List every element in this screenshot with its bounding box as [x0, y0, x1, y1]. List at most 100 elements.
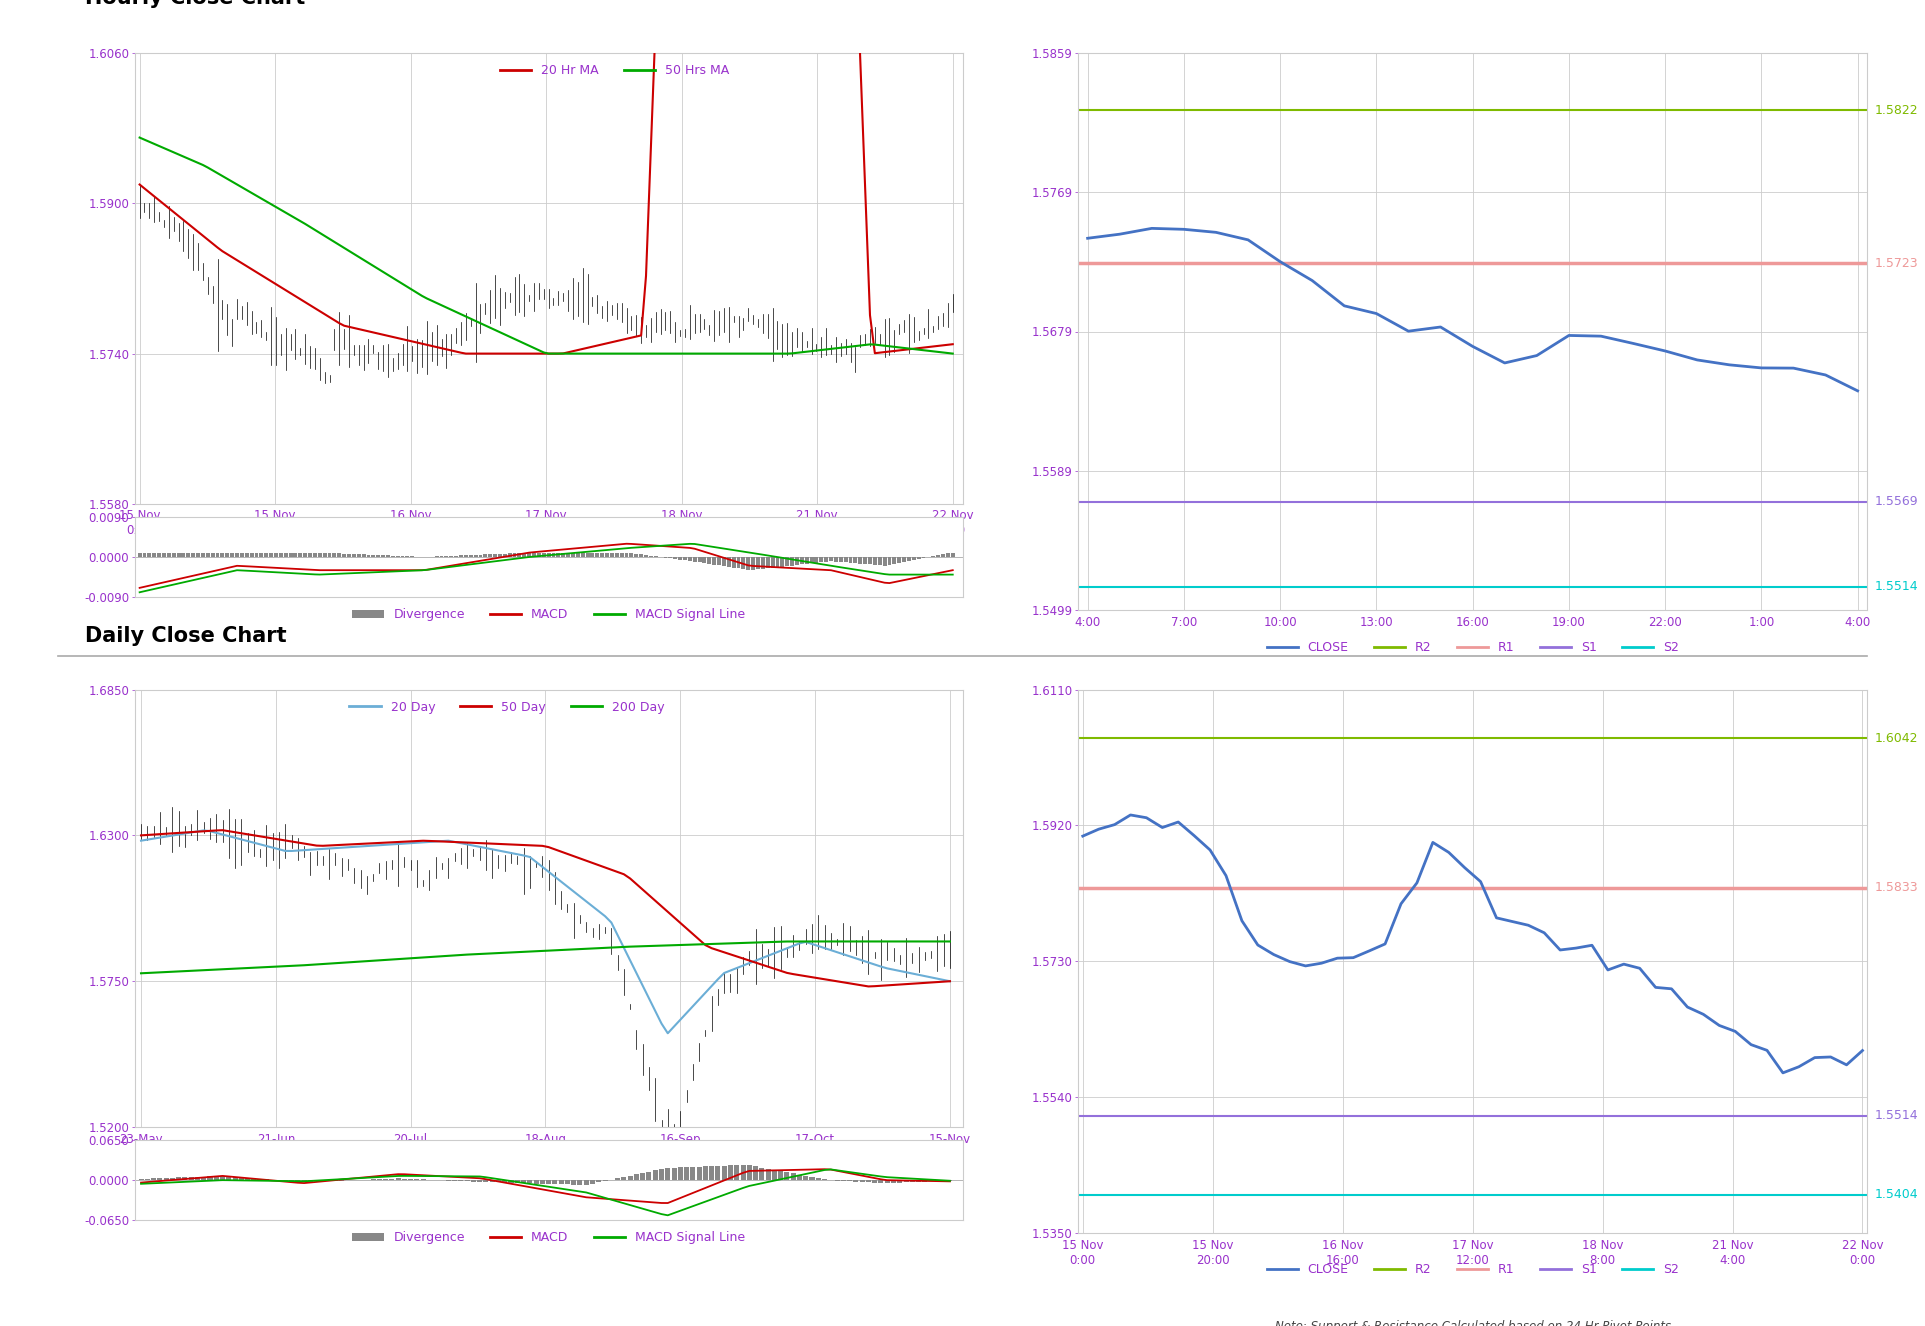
Bar	[803, 1176, 808, 1180]
Bar	[177, 1177, 181, 1180]
Bar	[323, 553, 327, 557]
Bar	[747, 557, 751, 570]
Bar	[789, 557, 793, 566]
Bar	[389, 1179, 395, 1180]
Bar	[483, 554, 487, 557]
Bar	[795, 557, 799, 565]
Bar	[722, 557, 726, 566]
Bar	[591, 1180, 595, 1184]
Bar	[945, 553, 949, 557]
Bar	[183, 1177, 187, 1180]
Bar	[624, 553, 628, 557]
Bar	[732, 557, 735, 568]
Bar	[785, 557, 789, 566]
Bar	[362, 554, 366, 557]
Bar	[907, 557, 911, 561]
Bar	[279, 553, 283, 557]
Legend: Divergence, MACD, MACD Signal Line: Divergence, MACD, MACD Signal Line	[346, 1227, 751, 1249]
Bar	[206, 553, 210, 557]
Bar	[562, 553, 566, 557]
Bar	[728, 557, 732, 568]
Bar	[308, 1180, 314, 1181]
Bar	[531, 553, 535, 557]
Legend: Divergence, MACD, MACD Signal Line: Divergence, MACD, MACD Signal Line	[346, 603, 751, 626]
Bar	[791, 1174, 795, 1180]
Bar	[620, 553, 624, 557]
Bar	[295, 1180, 300, 1181]
Bar	[352, 554, 356, 557]
Bar	[897, 1180, 903, 1183]
Bar	[225, 553, 229, 557]
Bar	[583, 1180, 589, 1185]
Legend: CLOSE, R2, R1, S1, S2: CLOSE, R2, R1, S1, S2	[1261, 1258, 1684, 1281]
Bar	[293, 553, 296, 557]
Bar	[703, 557, 706, 564]
Bar	[678, 1167, 683, 1180]
Bar	[805, 557, 808, 564]
Bar	[152, 553, 156, 557]
Bar	[672, 1168, 676, 1180]
Bar	[641, 1174, 645, 1180]
Bar	[616, 1179, 620, 1180]
Bar	[202, 1176, 206, 1180]
Bar	[693, 557, 697, 562]
Bar	[766, 1168, 770, 1180]
Bar	[887, 557, 891, 565]
Bar	[597, 1180, 601, 1183]
Bar	[514, 1180, 520, 1183]
Bar	[518, 553, 522, 557]
Bar	[941, 554, 945, 557]
Bar	[333, 553, 337, 557]
Bar	[737, 557, 741, 569]
Bar	[760, 557, 764, 569]
Bar	[770, 557, 774, 568]
Bar	[912, 557, 916, 561]
Bar	[839, 557, 843, 562]
Bar	[776, 557, 780, 568]
Bar	[167, 553, 171, 557]
Bar	[878, 557, 882, 565]
Bar	[144, 1179, 150, 1180]
Bar	[810, 557, 814, 564]
Bar	[283, 553, 287, 557]
Bar	[214, 1176, 219, 1180]
Bar	[479, 554, 483, 557]
Bar	[712, 557, 716, 565]
Bar	[489, 1180, 495, 1183]
Bar	[552, 553, 556, 557]
Bar	[372, 554, 375, 557]
Bar	[537, 553, 541, 557]
Bar	[191, 553, 194, 557]
Bar	[408, 1179, 414, 1180]
Bar	[221, 553, 225, 557]
Bar	[860, 1180, 864, 1181]
Bar	[830, 557, 834, 561]
Bar	[868, 557, 872, 565]
Bar	[196, 553, 200, 557]
Bar	[843, 557, 847, 562]
Bar	[866, 1180, 870, 1183]
Bar	[327, 553, 331, 557]
Bar	[581, 553, 585, 557]
Bar	[674, 557, 678, 560]
Bar	[181, 553, 185, 557]
Bar	[314, 553, 318, 557]
Bar	[716, 1166, 720, 1180]
Text: Daily Close Chart: Daily Close Chart	[85, 626, 287, 646]
Bar	[258, 1179, 262, 1180]
Bar	[477, 1180, 481, 1181]
Bar	[668, 557, 672, 558]
Bar	[916, 1180, 922, 1181]
Bar	[164, 1177, 169, 1180]
Bar	[250, 553, 254, 557]
Bar	[508, 1180, 514, 1183]
Bar	[751, 557, 755, 570]
Bar	[572, 1180, 576, 1184]
Bar	[194, 1176, 200, 1180]
Bar	[601, 553, 604, 557]
Bar	[387, 556, 391, 557]
Bar	[298, 553, 302, 557]
Bar	[270, 553, 273, 557]
Bar	[897, 557, 901, 564]
Bar	[722, 1166, 728, 1180]
